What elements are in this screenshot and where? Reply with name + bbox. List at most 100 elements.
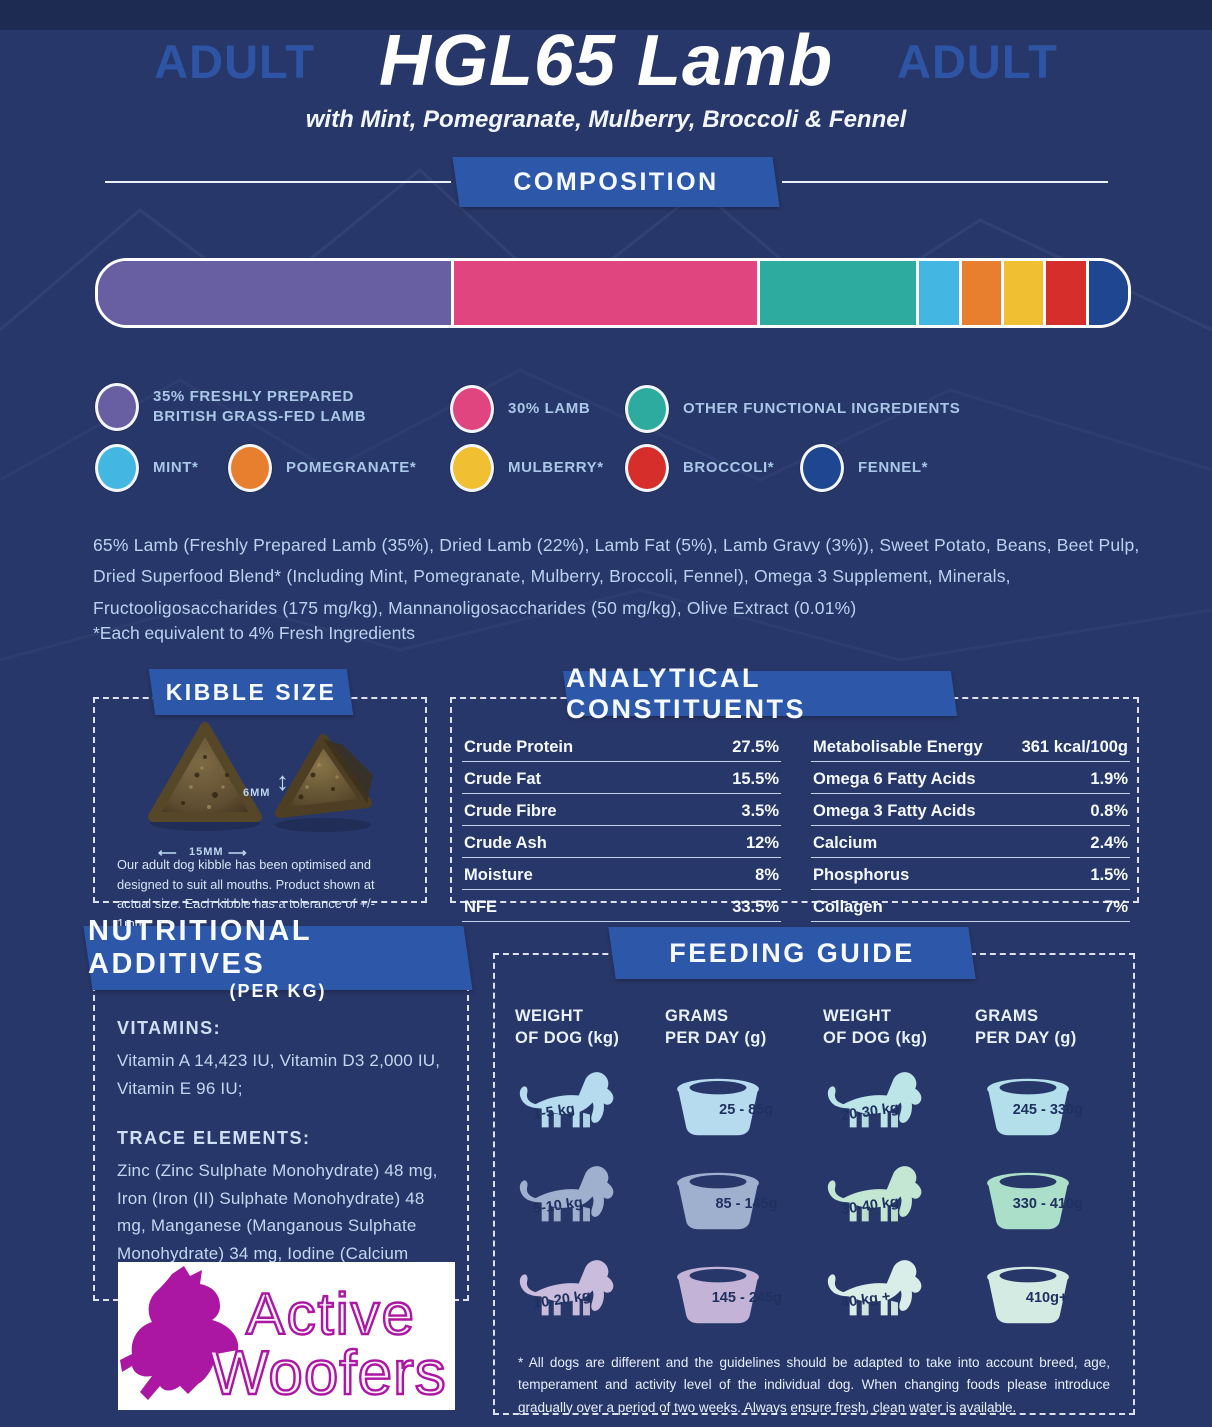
table-row: Crude Fat 15.5% — [462, 762, 781, 794]
bar-segment-pomegranate — [961, 261, 1004, 325]
row-value: 3.5% — [741, 802, 779, 820]
vitamins-heading: VITAMINS: — [117, 1018, 222, 1038]
feeding-row: 5-10 kg 85 - 145g 30-40 kg 330 - 410g — [515, 1160, 1115, 1238]
row-label: Moisture — [464, 866, 533, 884]
header: ADULT HGL65 Lamb ADULT — [0, 20, 1212, 102]
feeding-guide-table: WEIGHT OF DOG (kg) GRAMS PER DAY (g) WEI… — [515, 1005, 1115, 1332]
kibble-front-view — [148, 722, 262, 822]
legend-swatch-navy — [800, 444, 844, 492]
legend-swatch-purple — [95, 383, 139, 431]
composition-section-title: COMPOSITION — [513, 167, 719, 196]
legend-swatch-teal — [625, 385, 669, 433]
dog-weight-cell: 10-20 kg — [515, 1254, 665, 1332]
composition-bar — [95, 258, 1131, 328]
vitamins-text: Vitamin A 14,423 IU, Vitamin D3 2,000 IU… — [117, 1051, 441, 1098]
row-value: 1.9% — [1090, 770, 1128, 788]
composition-rule-left — [105, 181, 451, 183]
row-value: 12% — [745, 834, 779, 852]
adult-badge-left: ADULT — [154, 34, 315, 88]
dog-weight-cell: 5-10 kg — [515, 1160, 665, 1238]
row-value: 1.5% — [1090, 866, 1128, 884]
legend-label: 35% FRESHLY PREPARED BRITISH GRASS-FED L… — [153, 387, 367, 425]
product-subtitle: with Mint, Pomegranate, Mulberry, Brocco… — [305, 106, 907, 133]
legend-swatch-orange — [228, 444, 272, 492]
bar-segment-functional — [759, 261, 920, 325]
grams-label: 410g+ — [1025, 1289, 1068, 1306]
additives-title: NUTRITIONAL ADDITIVES — [88, 914, 312, 980]
column-header: GRAMS PER DAY (g) — [975, 1007, 1077, 1048]
feeding-row: 10-20 kg 145 - 245g 40 kg + 410g+ — [515, 1254, 1115, 1332]
grams-label: 145 - 245g — [711, 1289, 782, 1306]
logo-line2: Woofers — [210, 1339, 447, 1408]
legend-swatch-lightblue — [95, 444, 139, 492]
top-border-strip — [0, 0, 1212, 30]
grams-label: 25 - 85g — [719, 1101, 774, 1118]
row-label: Omega 6 Fatty Acids — [813, 770, 976, 788]
grams-bowl-cell: 245 - 330g — [975, 1066, 1115, 1144]
feeding-guide-title: FEEDING GUIDE — [669, 937, 915, 968]
active-woofers-logo: Active Woofers — [118, 1262, 455, 1410]
analytical-column-left: Crude Protein 27.5% Crude Fat 15.5% Crude … — [462, 730, 781, 922]
grams-label: 85 - 145g — [715, 1195, 778, 1212]
grams-bowl-cell: 85 - 145g — [665, 1160, 823, 1238]
row-label: Crude Protein — [464, 738, 574, 756]
bar-segment-fennel — [1088, 261, 1128, 325]
row-label: Crude Fibre — [464, 802, 557, 820]
product-title: HGL65 Lamb — [378, 21, 834, 101]
bar-segment-broccoli — [1046, 261, 1089, 325]
composition-section-banner: COMPOSITION — [456, 157, 776, 207]
legend-item: OTHER FUNCTIONAL INGREDIENTS — [625, 385, 960, 433]
kibble-width-arrow-right: ⟶ — [228, 845, 248, 860]
table-row: NFE 33.5% — [462, 890, 781, 922]
analytical-banner: ANALYTICAL CONSTITUENTS — [566, 663, 954, 724]
legend-label: 30% LAMB — [508, 399, 591, 417]
fresh-ingredients-footnote: *Each equivalent to 4% Fresh Ingredients — [93, 622, 415, 643]
row-value: 27.5% — [732, 738, 779, 756]
row-label: Crude Ash — [464, 834, 547, 852]
table-row: Crude Ash 12% — [462, 826, 781, 858]
row-label: Calcium — [813, 834, 878, 852]
row-label: Phosphorus — [813, 866, 910, 884]
grams-label: 330 - 410g — [1012, 1195, 1083, 1212]
additives-subtitle: (PER KG) — [229, 980, 327, 1001]
row-value: 361 kcal/100g — [1021, 738, 1128, 756]
kibble-width-label: 15MM — [189, 846, 224, 858]
leaping-dog-icon — [120, 1266, 239, 1400]
legend-label: BROCCOLI* — [683, 458, 775, 476]
grams-bowl-cell: 145 - 245g — [665, 1254, 823, 1332]
additives-banner: NUTRITIONAL ADDITIVES (PER KG) — [88, 915, 468, 1001]
bar-segment-lamb — [454, 261, 760, 325]
row-value: 33.5% — [732, 898, 779, 916]
grams-label: 245 - 330g — [1012, 1101, 1083, 1118]
kibble-description: Our adult dog kibble has been optimised … — [117, 856, 375, 932]
table-row: Phosphorus 1.5% — [811, 858, 1130, 890]
legend-item: FENNEL* — [800, 444, 928, 492]
bar-segment-mulberry — [1003, 261, 1047, 325]
table-row: Calcium 2.4% — [811, 826, 1130, 858]
legend-label: MULBERRY* — [508, 458, 604, 476]
kibble-height-arrow: ↕ — [276, 766, 290, 796]
row-label: Metabolisable Energy — [813, 738, 983, 756]
legend-item: 30% LAMB — [450, 385, 590, 433]
legend-item: MULBERRY* — [450, 444, 604, 492]
row-value: 8% — [755, 866, 779, 884]
column-header: WEIGHT OF DOG (kg) — [823, 1007, 928, 1048]
legend-label: MINT* — [153, 458, 199, 476]
legend-item: 35% FRESHLY PREPARED BRITISH GRASS-FED L… — [95, 383, 435, 431]
composition-rule-right — [782, 181, 1108, 183]
grams-bowl-cell: 25 - 85g — [665, 1066, 823, 1144]
legend-swatch-pink — [450, 385, 494, 433]
legend-swatch-yellow — [450, 444, 494, 492]
trace-elements-heading: TRACE ELEMENTS: — [117, 1128, 311, 1149]
analytical-title: ANALYTICAL CONSTITUENTS — [566, 662, 807, 724]
grams-bowl-cell: 330 - 410g — [975, 1160, 1115, 1238]
legend-item: POMEGRANATE* — [228, 444, 416, 492]
feeding-guide-headers: WEIGHT OF DOG (kg) GRAMS PER DAY (g) WEI… — [515, 1005, 1115, 1050]
logo-line1: Active — [246, 1282, 416, 1347]
row-label: Omega 3 Fatty Acids — [813, 802, 976, 820]
legend-label: FENNEL* — [858, 458, 929, 476]
column-header: GRAMS PER DAY (g) — [665, 1007, 767, 1048]
row-label: Crude Fat — [464, 770, 542, 788]
dog-weight-cell: 30-40 kg — [823, 1160, 975, 1238]
